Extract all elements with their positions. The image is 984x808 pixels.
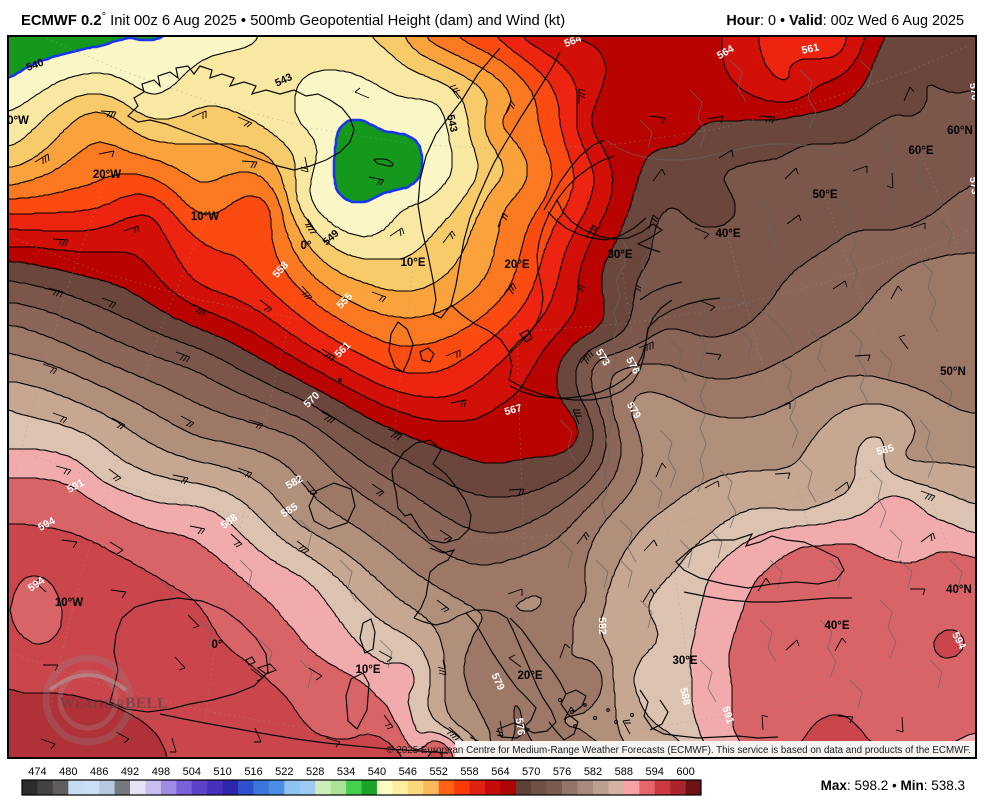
svg-text:10°W: 10°W <box>191 211 219 223</box>
svg-text:10°W: 10°W <box>55 597 83 609</box>
svg-text:543: 543 <box>444 114 459 134</box>
svg-text:60°E: 60°E <box>908 145 933 157</box>
svg-text:474: 474 <box>28 766 46 778</box>
svg-text:492: 492 <box>121 766 139 778</box>
svg-text:552: 552 <box>430 766 448 778</box>
svg-text:30°E: 30°E <box>607 249 632 261</box>
svg-text:534: 534 <box>337 766 355 778</box>
svg-text:540: 540 <box>368 766 386 778</box>
svg-text:10°E: 10°E <box>355 664 380 676</box>
svg-text:40°E: 40°E <box>715 228 740 240</box>
svg-text:516: 516 <box>244 766 262 778</box>
svg-text:20°W: 20°W <box>93 169 121 181</box>
svg-text:594: 594 <box>646 766 664 778</box>
svg-text:40°E: 40°E <box>824 620 849 632</box>
svg-text:50°E: 50°E <box>812 189 837 201</box>
svg-text:10°E: 10°E <box>400 257 425 269</box>
svg-text:0°: 0° <box>212 639 223 651</box>
svg-text:576: 576 <box>553 766 571 778</box>
svg-text:480: 480 <box>59 766 77 778</box>
svg-text:ECMWF 0.2° Init 00z 6 Aug 2025: ECMWF 0.2° Init 00z 6 Aug 2025 • 500mb G… <box>21 11 565 29</box>
svg-text:60°N: 60°N <box>947 125 973 137</box>
svg-text:582: 582 <box>584 766 602 778</box>
svg-text:588: 588 <box>615 766 633 778</box>
svg-text:558: 558 <box>460 766 478 778</box>
svg-text:591: 591 <box>719 705 736 726</box>
svg-text:522: 522 <box>275 766 293 778</box>
svg-text:Hour: 0 • Valid: 00z Wed 6 Aug: Hour: 0 • Valid: 00z Wed 6 Aug 2025 <box>726 13 964 29</box>
svg-text:20°E: 20°E <box>504 259 529 271</box>
svg-text:570: 570 <box>967 82 981 101</box>
svg-text:WEATHERBELL: WEATHERBELL <box>60 695 168 712</box>
svg-text:510: 510 <box>213 766 231 778</box>
svg-text:582: 582 <box>596 617 609 635</box>
svg-text:564: 564 <box>491 766 509 778</box>
svg-text:588: 588 <box>677 687 692 707</box>
svg-text:50°N: 50°N <box>940 366 966 378</box>
svg-text:30°E: 30°E <box>672 655 697 667</box>
svg-text:0°: 0° <box>301 240 312 252</box>
svg-text:570: 570 <box>522 766 540 778</box>
svg-text:20°E: 20°E <box>517 670 542 682</box>
svg-text:486: 486 <box>90 766 108 778</box>
svg-text:567: 567 <box>503 402 523 418</box>
svg-text:ANALYTICS LLC: ANALYTICS LLC <box>120 715 173 722</box>
svg-text:576: 576 <box>513 717 527 736</box>
svg-text:561: 561 <box>801 41 821 56</box>
svg-text:528: 528 <box>306 766 324 778</box>
svg-text:40°N: 40°N <box>946 584 972 596</box>
svg-text:0°W: 0°W <box>7 115 29 127</box>
svg-text:573: 573 <box>967 176 981 195</box>
svg-text:504: 504 <box>183 766 201 778</box>
svg-text:Max: 598.2 • Min: 538.3: Max: 598.2 • Min: 538.3 <box>821 778 965 793</box>
svg-text:© 2025 European Centre for Med: © 2025 European Centre for Medium-Range … <box>386 745 971 756</box>
svg-text:546: 546 <box>399 766 417 778</box>
svg-text:600: 600 <box>676 766 694 778</box>
svg-text:498: 498 <box>152 766 170 778</box>
svg-text:540: 540 <box>25 56 46 73</box>
svg-text:585: 585 <box>875 442 895 458</box>
